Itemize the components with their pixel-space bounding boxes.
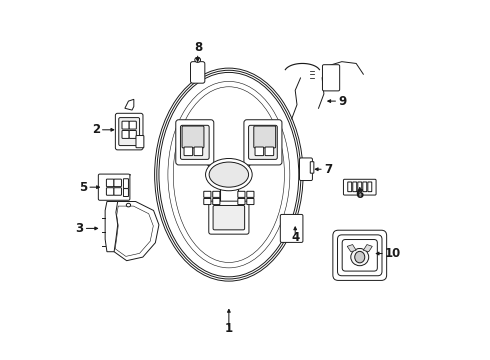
FancyBboxPatch shape: [244, 120, 282, 165]
FancyBboxPatch shape: [194, 147, 203, 156]
Ellipse shape: [351, 248, 368, 266]
FancyBboxPatch shape: [122, 131, 129, 138]
FancyBboxPatch shape: [191, 62, 205, 83]
FancyBboxPatch shape: [299, 158, 313, 180]
Ellipse shape: [205, 158, 252, 191]
FancyBboxPatch shape: [353, 182, 357, 192]
FancyBboxPatch shape: [343, 179, 376, 195]
Polygon shape: [364, 244, 372, 252]
FancyBboxPatch shape: [98, 174, 130, 200]
FancyBboxPatch shape: [204, 191, 211, 197]
FancyBboxPatch shape: [129, 121, 136, 129]
FancyBboxPatch shape: [358, 182, 362, 192]
FancyBboxPatch shape: [213, 206, 245, 230]
FancyBboxPatch shape: [184, 147, 193, 156]
FancyBboxPatch shape: [136, 135, 144, 148]
FancyBboxPatch shape: [182, 126, 204, 148]
FancyBboxPatch shape: [254, 126, 276, 148]
FancyBboxPatch shape: [248, 125, 277, 159]
Ellipse shape: [126, 203, 131, 207]
FancyBboxPatch shape: [238, 198, 245, 204]
FancyBboxPatch shape: [348, 182, 352, 192]
FancyBboxPatch shape: [280, 215, 303, 242]
Text: 10: 10: [385, 247, 401, 260]
FancyBboxPatch shape: [238, 191, 245, 197]
FancyBboxPatch shape: [213, 198, 220, 204]
FancyBboxPatch shape: [176, 120, 214, 165]
Ellipse shape: [355, 251, 365, 263]
FancyBboxPatch shape: [247, 198, 254, 204]
Ellipse shape: [195, 57, 200, 62]
FancyBboxPatch shape: [333, 230, 387, 280]
FancyBboxPatch shape: [322, 65, 340, 91]
FancyBboxPatch shape: [213, 191, 220, 197]
FancyBboxPatch shape: [123, 179, 128, 188]
Text: 5: 5: [79, 181, 87, 194]
Text: 8: 8: [194, 41, 202, 54]
Text: 2: 2: [92, 123, 100, 136]
Polygon shape: [114, 202, 159, 261]
FancyBboxPatch shape: [114, 188, 122, 195]
FancyBboxPatch shape: [114, 179, 122, 186]
Polygon shape: [347, 244, 356, 252]
Polygon shape: [125, 99, 134, 110]
FancyBboxPatch shape: [119, 118, 140, 145]
Text: 1: 1: [225, 322, 233, 335]
FancyBboxPatch shape: [247, 191, 254, 197]
Text: 4: 4: [291, 231, 299, 244]
FancyBboxPatch shape: [106, 179, 114, 186]
FancyBboxPatch shape: [209, 201, 249, 234]
FancyBboxPatch shape: [204, 198, 211, 204]
FancyBboxPatch shape: [368, 182, 372, 192]
FancyBboxPatch shape: [106, 188, 114, 195]
Text: 6: 6: [356, 188, 364, 201]
FancyBboxPatch shape: [265, 147, 274, 156]
Text: 9: 9: [338, 95, 346, 108]
FancyBboxPatch shape: [180, 125, 209, 159]
FancyBboxPatch shape: [115, 113, 143, 150]
FancyBboxPatch shape: [123, 189, 128, 197]
Ellipse shape: [209, 162, 248, 187]
FancyBboxPatch shape: [255, 147, 264, 156]
Text: 7: 7: [324, 163, 332, 176]
FancyBboxPatch shape: [122, 121, 129, 129]
Text: 3: 3: [75, 222, 84, 235]
FancyBboxPatch shape: [310, 162, 314, 173]
FancyBboxPatch shape: [363, 182, 367, 192]
FancyBboxPatch shape: [129, 131, 136, 138]
